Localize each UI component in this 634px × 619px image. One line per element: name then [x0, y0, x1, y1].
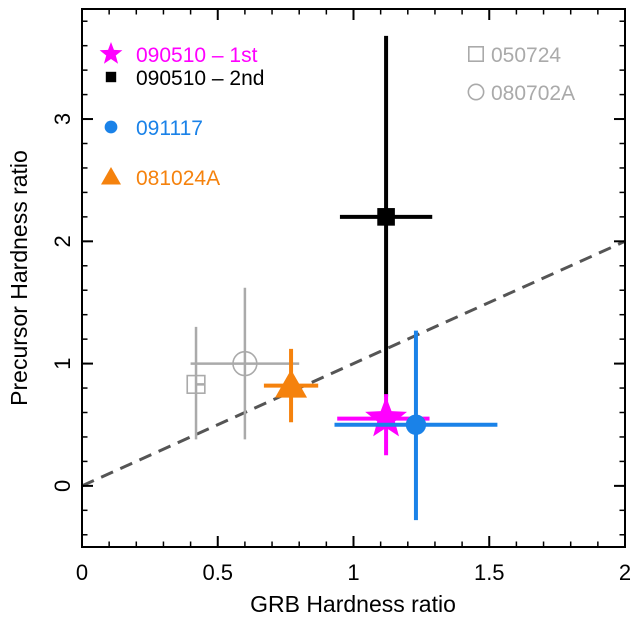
data-point-090510-2nd [339, 35, 433, 397]
legend-item-050724: 050724 [467, 44, 561, 67]
marker-091117 [405, 414, 427, 435]
legend-label-081024a: 081024A [136, 167, 220, 190]
marker-090510-2nd [377, 208, 395, 226]
legend-marker-080702a [467, 83, 485, 101]
ticks-layer: 0 0.5 1 1.5 2 0 1 2 3 [50, 9, 631, 585]
y-tick-label: 2 [50, 235, 75, 247]
data-point-081024a [263, 348, 319, 423]
marker-090510-1st [365, 396, 407, 437]
legend-label-091117: 091117 [136, 117, 203, 140]
x-tick-label: 0 [76, 560, 88, 585]
legend-label-090510-1st: 090510 – 1st [136, 44, 258, 67]
legend-item-090510-2nd: 090510 – 2nd [105, 67, 264, 90]
marker-081024a [275, 369, 308, 398]
legend-item-081024a: 081024A [101, 167, 220, 190]
x-tick-label: 1.5 [474, 560, 505, 585]
legend-marker-050724 [467, 45, 484, 62]
x-tick-label: 0.5 [202, 560, 233, 585]
legend-label-080702a: 080702A [491, 82, 575, 105]
x-axis-label: GRB Hardness ratio [250, 591, 456, 617]
legend-item-080702a: 080702A [467, 82, 575, 105]
dashed-layer [81, 239, 626, 488]
y-tick-label: 0 [50, 480, 75, 492]
marker-080702a [232, 350, 258, 377]
legend-marker-090510-2nd [105, 71, 117, 83]
legend-label-090510-2nd: 090510 – 2nd [136, 67, 264, 90]
legend-marker-091117 [104, 120, 118, 134]
data-point-080702a [190, 287, 300, 440]
x-tick-label: 1 [347, 560, 359, 585]
data-point-091117 [334, 330, 498, 521]
y-axis-label: Precursor Hardness ratio [6, 150, 32, 406]
legend-item-091117: 091117 [104, 117, 203, 140]
legend-marker-081024a [101, 167, 121, 185]
y-tick-label: 1 [50, 357, 75, 369]
x-tick-label: 2 [619, 560, 631, 585]
y-tick-label: 3 [50, 113, 75, 125]
marker-050724 [186, 374, 206, 394]
legend-item-090510-1st: 090510 – 1st [99, 42, 258, 67]
reference-line [81, 239, 626, 488]
points-layer [186, 35, 498, 521]
data-point-050724 [186, 326, 206, 440]
legend-marker-090510-1st [99, 42, 123, 64]
legend-label-050724: 050724 [491, 44, 561, 67]
